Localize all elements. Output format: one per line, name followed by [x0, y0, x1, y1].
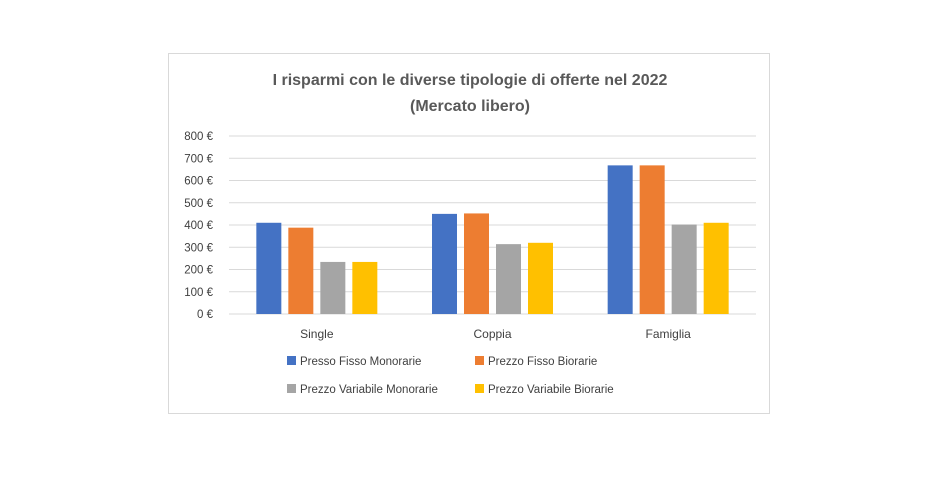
bar-single-series-2 — [288, 227, 314, 314]
y-tick-label: 800 € — [184, 131, 213, 143]
legend-swatch — [287, 384, 296, 393]
y-tick-label: 300 € — [184, 242, 213, 254]
chart-frame: I risparmi con le diverse tipologie di o… — [168, 53, 770, 414]
bar-famiglia-series-3 — [671, 224, 697, 314]
y-tick-label: 400 € — [184, 220, 213, 232]
y-tick-label: 200 € — [184, 265, 213, 277]
bars — [256, 165, 729, 314]
y-tick-label: 700 € — [184, 153, 213, 165]
y-tick-label: 500 € — [184, 198, 213, 210]
bar-chart: I risparmi con le diverse tipologie di o… — [184, 72, 756, 396]
y-tick-label: 0 € — [197, 309, 214, 321]
y-axis-ticks: 0 € 100 € 200 € 300 € 400 € 500 € 600 € 700 € 80… — [184, 131, 213, 321]
legend-label: Prezzo Variabile Monorarie — [300, 384, 438, 396]
x-category-label: Famiglia — [645, 327, 691, 341]
bar-single-series-3 — [320, 261, 346, 314]
chart-title-line-1: I risparmi con le diverse tipologie di o… — [273, 72, 668, 89]
bar-coppia-series-2 — [464, 213, 489, 314]
bar-famiglia-series-2 — [639, 165, 665, 314]
legend-label: Prezzo Fisso Biorarie — [488, 356, 597, 368]
chart-title-line-2: (Mercato libero) — [410, 98, 530, 115]
bar-coppia-series-1 — [432, 213, 457, 314]
legend-swatch — [475, 356, 484, 365]
gridlines — [229, 135, 756, 315]
bar-coppia-series-4 — [528, 242, 553, 314]
bar-single-series-4 — [352, 261, 378, 314]
legend: Presso Fisso Monorarie Prezzo Fisso Biora… — [287, 356, 614, 396]
legend-label: Prezzo Variabile Biorarie — [488, 384, 614, 396]
x-category-label: Single — [300, 327, 334, 341]
legend-swatch — [287, 356, 296, 365]
bar-famiglia-series-1 — [607, 165, 633, 314]
x-category-label: Coppia — [473, 327, 511, 341]
x-axis-categories: Single Coppia Famiglia — [300, 327, 691, 341]
bar-single-series-1 — [256, 222, 282, 314]
legend-label: Presso Fisso Monorarie — [300, 356, 421, 368]
legend-swatch — [475, 384, 484, 393]
y-tick-label: 100 € — [184, 287, 213, 299]
bar-coppia-series-3 — [496, 244, 521, 314]
bar-famiglia-series-4 — [703, 222, 729, 314]
y-tick-label: 600 € — [184, 176, 213, 188]
